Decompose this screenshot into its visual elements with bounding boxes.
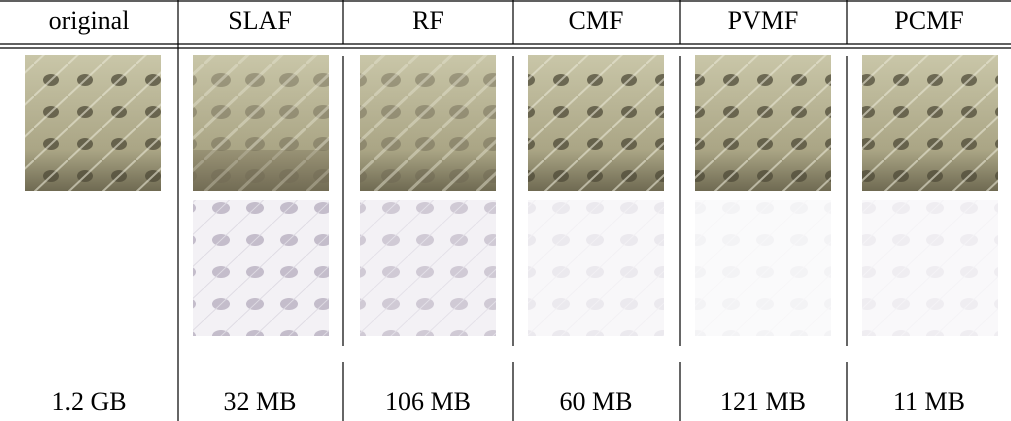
texture-image bbox=[360, 55, 496, 191]
column-header: RF bbox=[412, 6, 444, 35]
results-table: original SLAF RF CMF PVMF PCMF bbox=[0, 0, 1011, 421]
texture-image bbox=[25, 55, 161, 191]
size-label: 60 MB bbox=[560, 387, 633, 416]
texture-image bbox=[695, 55, 831, 191]
size-label: 32 MB bbox=[224, 387, 297, 416]
size-label: 121 MB bbox=[720, 387, 806, 416]
difference-image bbox=[193, 200, 329, 336]
texture-image bbox=[528, 55, 664, 191]
column-header: original bbox=[49, 6, 130, 35]
column-header: SLAF bbox=[228, 6, 292, 35]
size-label: 11 MB bbox=[893, 387, 965, 416]
size-label: 1.2 GB bbox=[51, 387, 126, 416]
column-header: PCMF bbox=[894, 6, 963, 35]
difference-image bbox=[528, 200, 664, 336]
column-header: CMF bbox=[569, 6, 624, 35]
column-header: PVMF bbox=[728, 6, 799, 35]
texture-image bbox=[193, 55, 329, 191]
size-label: 106 MB bbox=[385, 387, 471, 416]
difference-image bbox=[695, 200, 831, 336]
texture-image bbox=[862, 55, 998, 191]
difference-image bbox=[360, 200, 496, 336]
difference-image bbox=[862, 200, 998, 336]
